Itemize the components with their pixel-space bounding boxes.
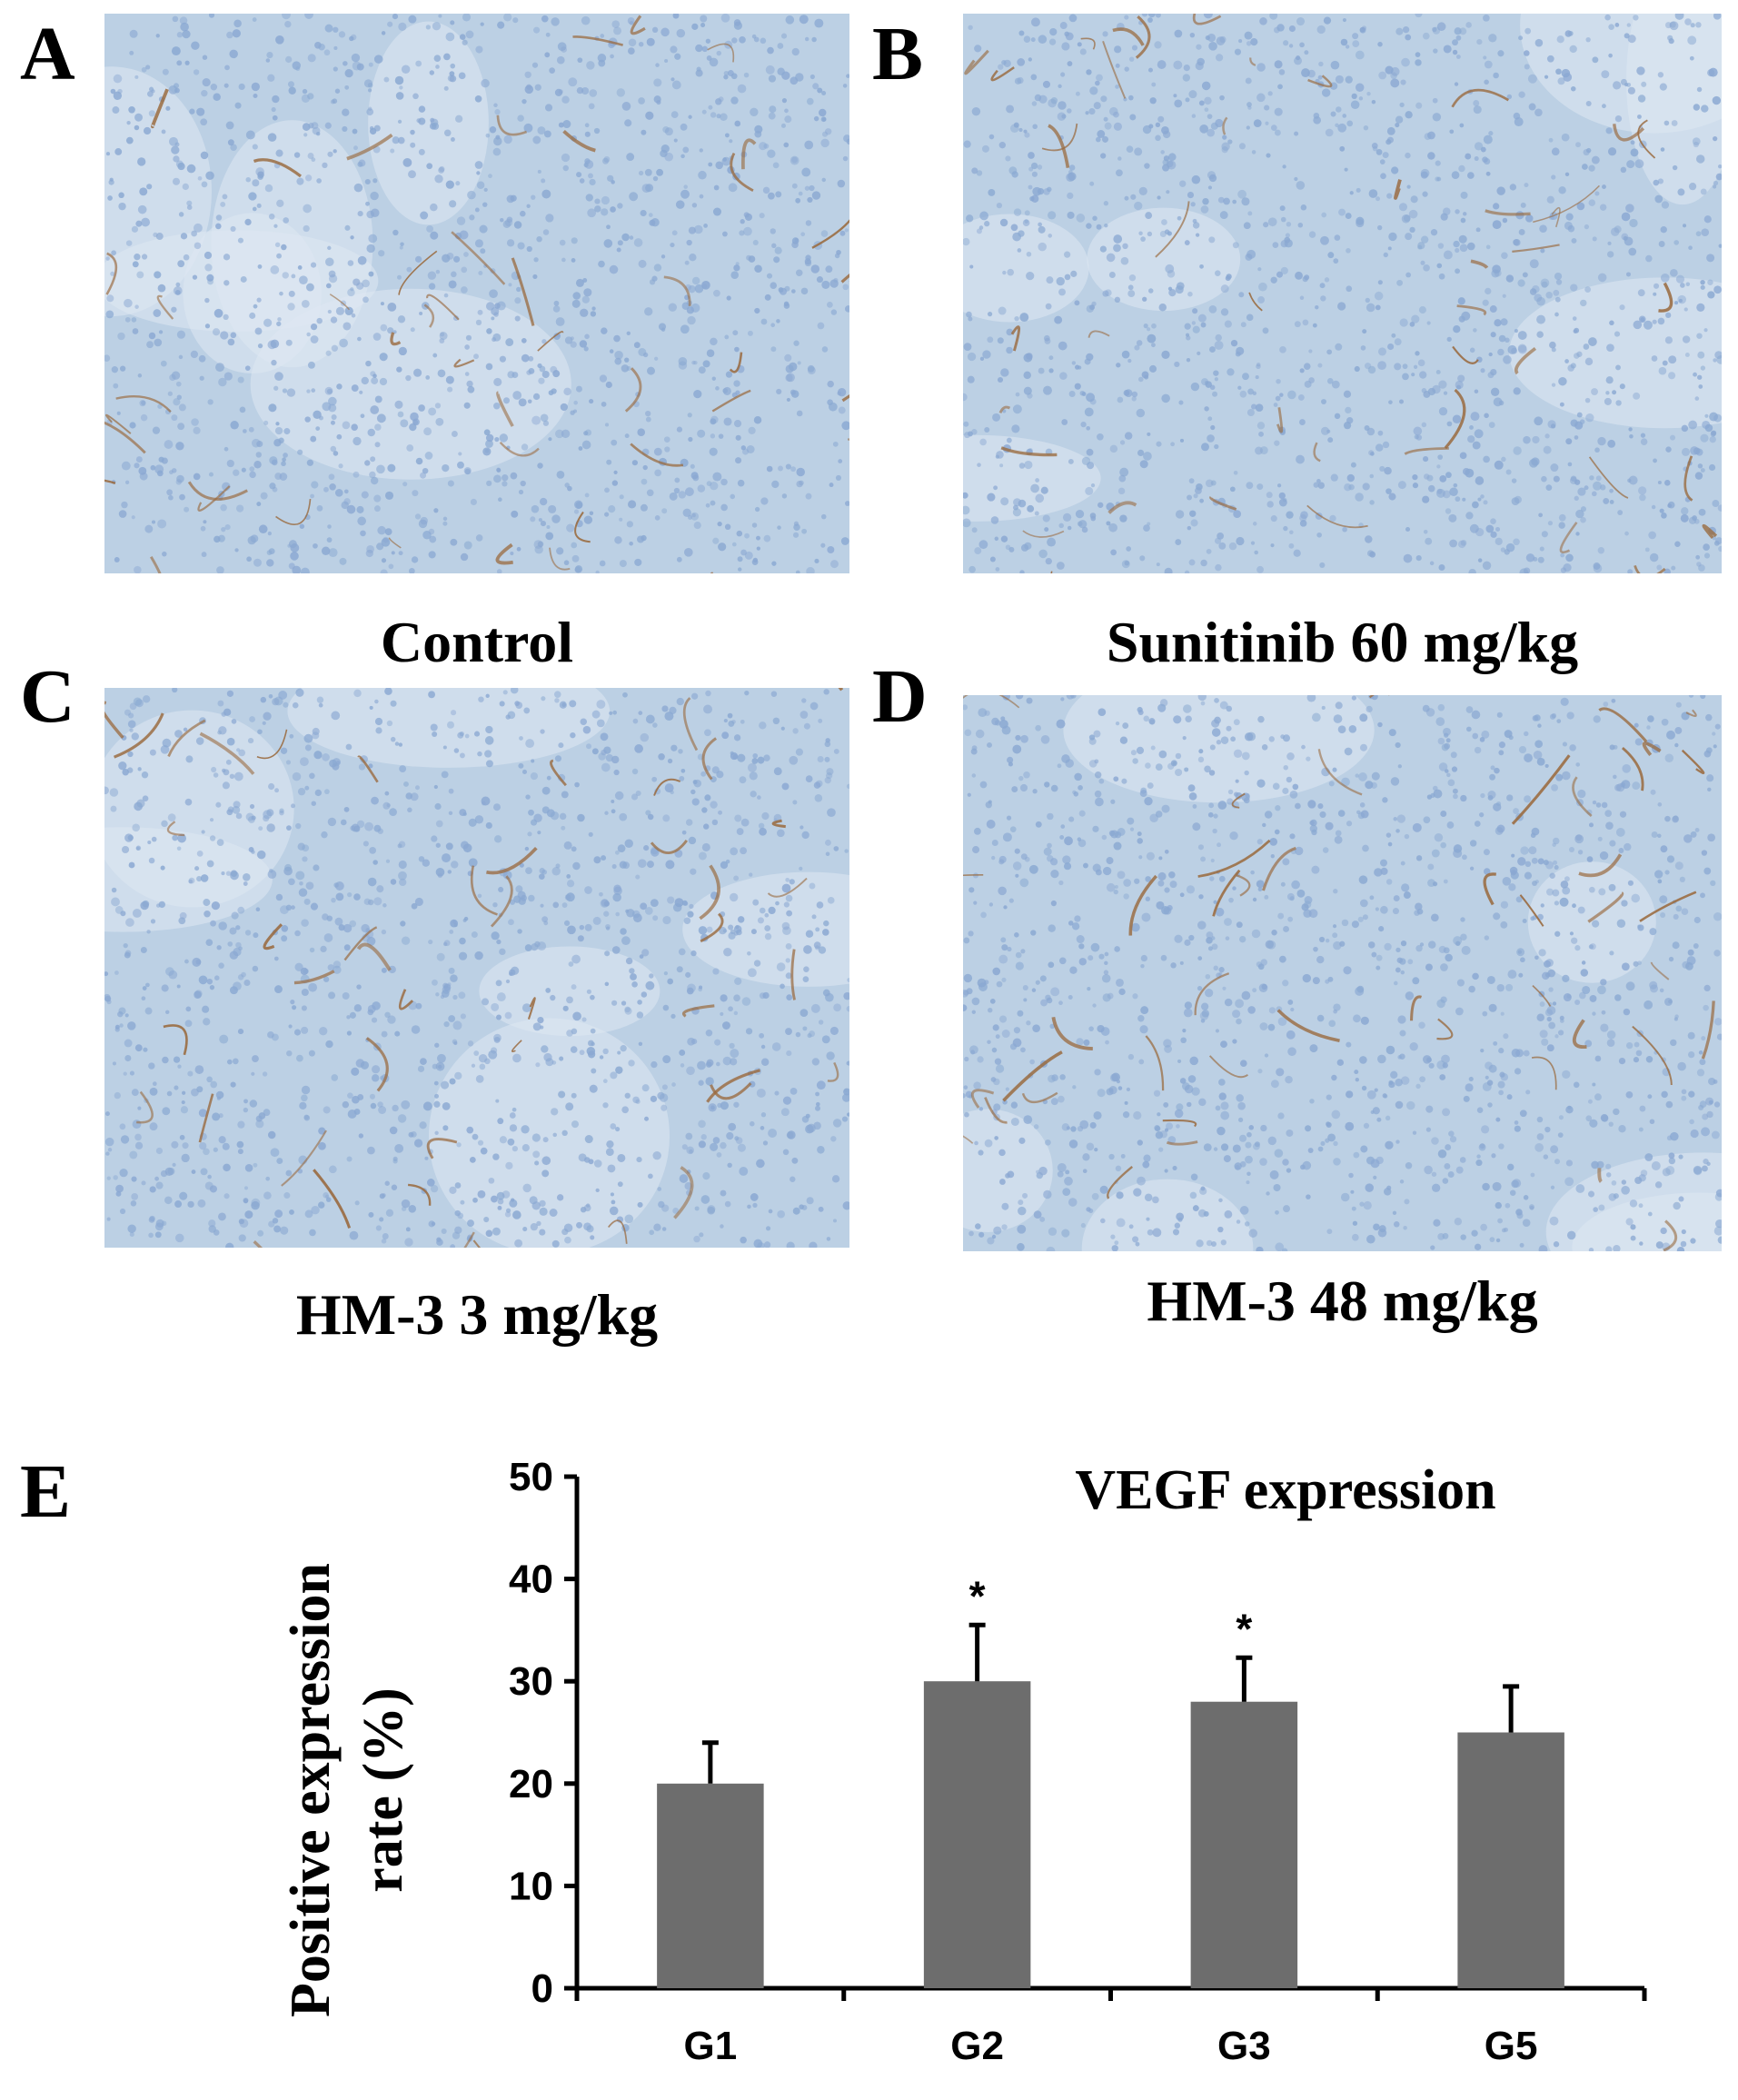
panel-letter-d: D [872, 654, 928, 739]
panel-letter-e: E [20, 1449, 72, 1534]
y-tick-label: 50 [509, 1455, 553, 1499]
caption-hm3-high: HM-3 48 mg/kg [1147, 1269, 1538, 1333]
micrograph-control [104, 14, 849, 573]
panel-letter-a: A [20, 12, 75, 96]
chart-title: VEGF expression [1075, 1459, 1495, 1521]
panel-letter-b: B [872, 12, 924, 96]
bar-g2 [923, 1681, 1031, 1988]
y-tick-label: 20 [509, 1762, 553, 1806]
x-tick-label: G2 [950, 2024, 1004, 2068]
micrograph-texture [104, 688, 849, 1248]
x-tick-label: G1 [684, 2024, 738, 2068]
bar-g3 [1190, 1701, 1298, 1988]
caption-hm3-low: HM-3 3 mg/kg [295, 1282, 659, 1347]
panel-letter-c: C [20, 654, 75, 739]
y-tick-label: 10 [509, 1864, 553, 1908]
y-axis-label-line2: rate (%) [353, 1687, 414, 1892]
y-axis-label: Positive expression rate (%) [280, 1563, 414, 2017]
significance-marker: * [1236, 1605, 1252, 1652]
x-tick-label: G3 [1217, 2024, 1271, 2068]
bars: G1 G2 * G3 * G5 [657, 1572, 1564, 2068]
micrograph-hm3-low [104, 688, 849, 1248]
y-tick-label: 0 [531, 1966, 553, 2011]
x-tick-label: G5 [1485, 2024, 1538, 2068]
y-tick-label: 40 [509, 1558, 553, 1602]
significance-marker: * [969, 1572, 986, 1619]
micrograph-texture [963, 695, 1722, 1251]
caption-sunitinib: Sunitinib 60 mg/kg [1106, 610, 1579, 674]
vegf-bar-chart: Positive expression rate (%) VEGF expres… [280, 1455, 1647, 2068]
micrograph-texture [963, 14, 1722, 573]
caption-control: Control [380, 610, 574, 674]
bar-g1 [657, 1783, 764, 1988]
y-tick-label: 30 [509, 1659, 553, 1704]
y-axis-label-line1: Positive expression [280, 1563, 342, 2017]
micrograph-sunitinib [963, 14, 1722, 573]
micrograph-texture [104, 14, 849, 573]
micrograph-hm3-high [963, 695, 1722, 1251]
bar-g5 [1457, 1732, 1564, 1988]
